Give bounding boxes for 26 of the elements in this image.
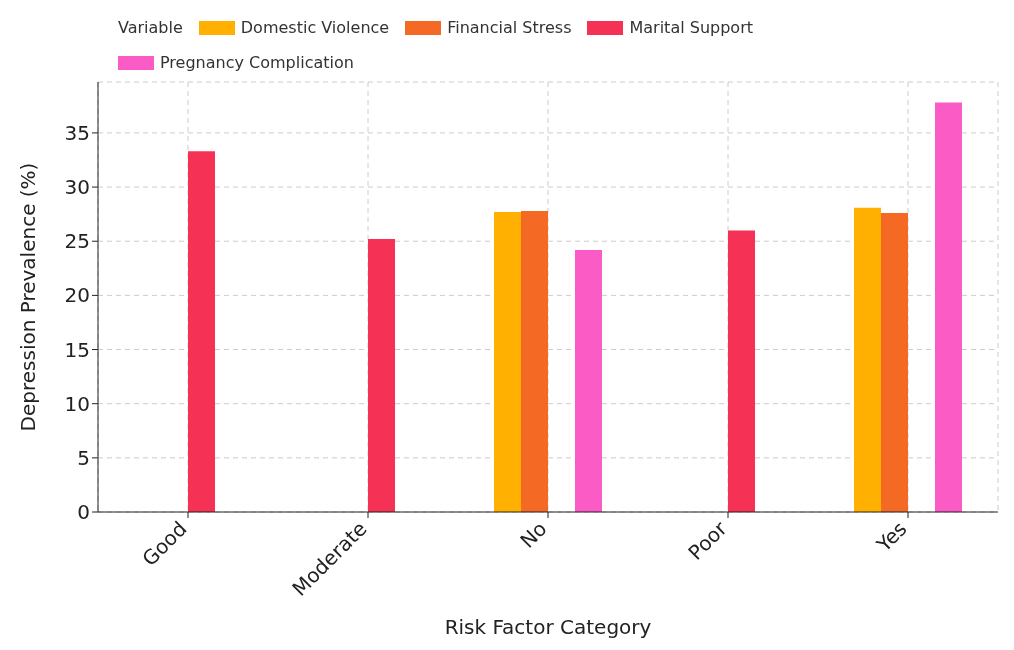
legend-label: Marital Support bbox=[629, 18, 753, 37]
y-tick-label: 5 bbox=[77, 445, 90, 470]
bar bbox=[188, 151, 215, 512]
y-tick-label: 35 bbox=[64, 121, 90, 146]
bar bbox=[521, 210, 548, 512]
x-axis-title: Risk Factor Category bbox=[444, 615, 652, 639]
y-tick-label: 25 bbox=[64, 229, 90, 254]
y-tick-label: 15 bbox=[64, 337, 90, 362]
legend-title: Variable bbox=[118, 18, 183, 37]
bar bbox=[494, 211, 521, 512]
x-tick-label: No bbox=[515, 516, 552, 553]
bar bbox=[935, 102, 962, 512]
legend-label: Financial Stress bbox=[447, 18, 572, 37]
bar bbox=[368, 239, 395, 512]
bar bbox=[575, 249, 602, 512]
bar bbox=[881, 213, 908, 512]
y-tick-label: 20 bbox=[64, 283, 90, 308]
x-tick-label: Yes bbox=[871, 516, 912, 558]
y-tick-label: 10 bbox=[64, 391, 90, 416]
y-axis-title: Depression Prevalence (%) bbox=[16, 162, 41, 432]
legend-label: Pregnancy Complication bbox=[160, 53, 354, 72]
y-tick-label: 0 bbox=[77, 500, 90, 525]
y-tick-label: 30 bbox=[64, 175, 90, 200]
bar bbox=[854, 207, 881, 512]
legend-label: Domestic Violence bbox=[240, 18, 390, 37]
bar bbox=[728, 230, 755, 512]
